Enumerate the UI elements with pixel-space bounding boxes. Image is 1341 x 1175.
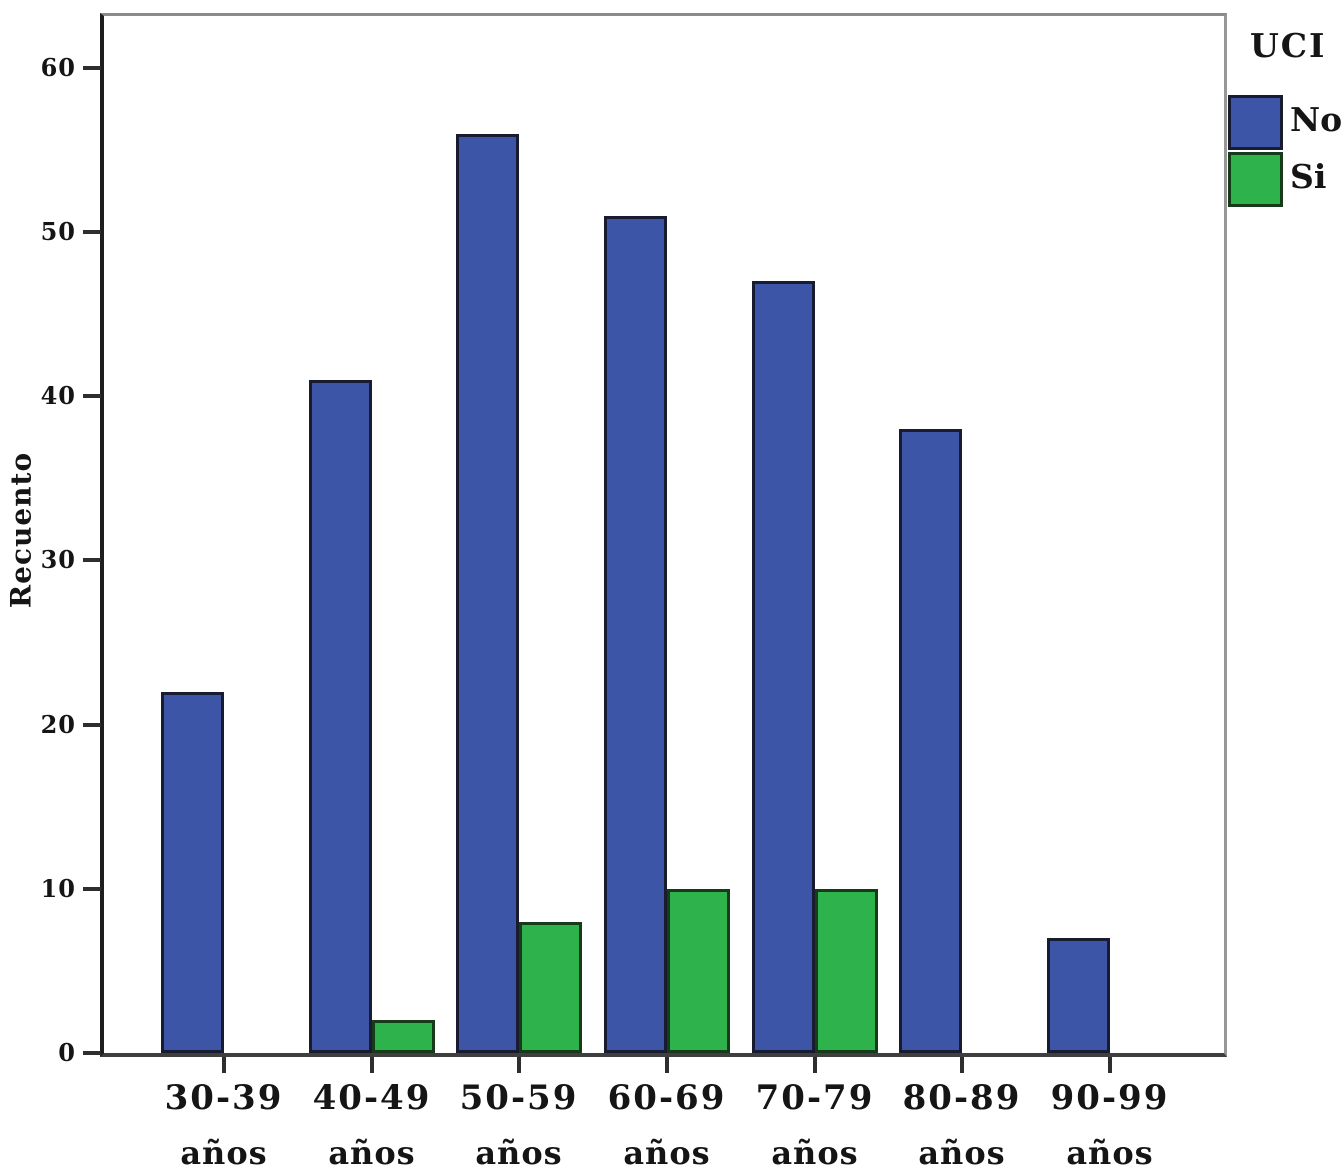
y-tick-mark bbox=[83, 723, 101, 727]
x-tick-label-unit: años bbox=[180, 1134, 268, 1172]
y-tick-label: 60 bbox=[40, 53, 76, 82]
bar-si-40-49 bbox=[372, 1020, 435, 1053]
legend-label-no: No bbox=[1290, 100, 1341, 140]
bar-no-60-69 bbox=[604, 216, 667, 1053]
legend: UCI No Si bbox=[1228, 24, 1341, 209]
x-tick-label-range: 30-39 bbox=[164, 1078, 284, 1118]
plot-area: 0 10 20 30 40 50 60 30-39 años 40-49 años 50-59 años… bbox=[41, 13, 1227, 1169]
legend-title: UCI bbox=[1250, 26, 1327, 65]
legend-label-si: Si bbox=[1290, 157, 1327, 197]
y-tick-mark bbox=[83, 558, 101, 562]
x-tick-label-unit: años bbox=[623, 1134, 711, 1172]
x-tick-mark bbox=[665, 1057, 669, 1073]
bar-no-80-89 bbox=[899, 429, 962, 1053]
bar-no-90-99 bbox=[1047, 938, 1110, 1053]
bar-no-40-49 bbox=[309, 380, 372, 1053]
x-tick-label-unit: años bbox=[475, 1134, 563, 1172]
x-tick-label: 50-59 años bbox=[437, 1081, 601, 1169]
bar-no-70-79 bbox=[752, 281, 815, 1053]
bar-si-50-59 bbox=[519, 922, 582, 1053]
x-tick-mark bbox=[517, 1057, 521, 1073]
x-tick-label-range: 50-59 bbox=[459, 1078, 579, 1118]
y-tick-mark bbox=[83, 66, 101, 70]
y-axis-title: Recuento bbox=[4, 451, 38, 609]
x-tick-mark bbox=[1108, 1057, 1112, 1073]
x-tick-label-range: 70-79 bbox=[755, 1078, 875, 1118]
x-tick-label: 70-79 años bbox=[733, 1081, 897, 1169]
x-tick-label-unit: años bbox=[328, 1134, 416, 1172]
x-tick-label-range: 90-99 bbox=[1050, 1078, 1170, 1118]
y-tick-mark bbox=[83, 1051, 101, 1055]
y-tick-label: 10 bbox=[40, 874, 76, 903]
y-tick-label: 0 bbox=[58, 1038, 76, 1067]
x-tick-label-unit: años bbox=[918, 1134, 1006, 1172]
x-tick-label: 30-39 años bbox=[142, 1081, 306, 1169]
x-tick-mark bbox=[813, 1057, 817, 1073]
y-tick-mark bbox=[83, 887, 101, 891]
y-tick-mark bbox=[83, 394, 101, 398]
bar-no-50-59 bbox=[456, 134, 519, 1053]
legend-swatch-si-icon bbox=[1228, 152, 1283, 208]
legend-item-si: Si bbox=[1228, 152, 1340, 208]
x-tick-label-range: 40-49 bbox=[312, 1078, 432, 1118]
y-tick-mark bbox=[83, 230, 101, 234]
legend-item-no: No bbox=[1228, 95, 1341, 151]
x-tick-label-range: 60-69 bbox=[607, 1078, 727, 1118]
bar-si-60-69 bbox=[667, 889, 730, 1053]
x-tick-label: 40-49 años bbox=[290, 1081, 454, 1169]
x-tick-label-unit: años bbox=[771, 1134, 859, 1172]
x-tick-label-unit: años bbox=[1066, 1134, 1154, 1172]
y-tick-label: 40 bbox=[40, 381, 76, 410]
x-tick-mark bbox=[370, 1057, 374, 1073]
y-tick-label: 30 bbox=[40, 545, 76, 574]
bar-si-70-79 bbox=[815, 889, 878, 1053]
x-tick-mark bbox=[222, 1057, 226, 1073]
y-tick-label: 20 bbox=[40, 710, 76, 739]
x-tick-mark bbox=[960, 1057, 964, 1073]
x-tick-label: 90-99 años bbox=[1028, 1081, 1192, 1169]
x-tick-label: 80-89 años bbox=[880, 1081, 1044, 1169]
x-tick-label-range: 80-89 bbox=[902, 1078, 1022, 1118]
legend-items: No Si bbox=[1228, 95, 1341, 208]
x-tick-label: 60-69 años bbox=[585, 1081, 749, 1169]
bar-no-30-39 bbox=[161, 692, 224, 1053]
legend-swatch-no-icon bbox=[1228, 95, 1283, 151]
y-tick-label: 50 bbox=[40, 217, 76, 246]
